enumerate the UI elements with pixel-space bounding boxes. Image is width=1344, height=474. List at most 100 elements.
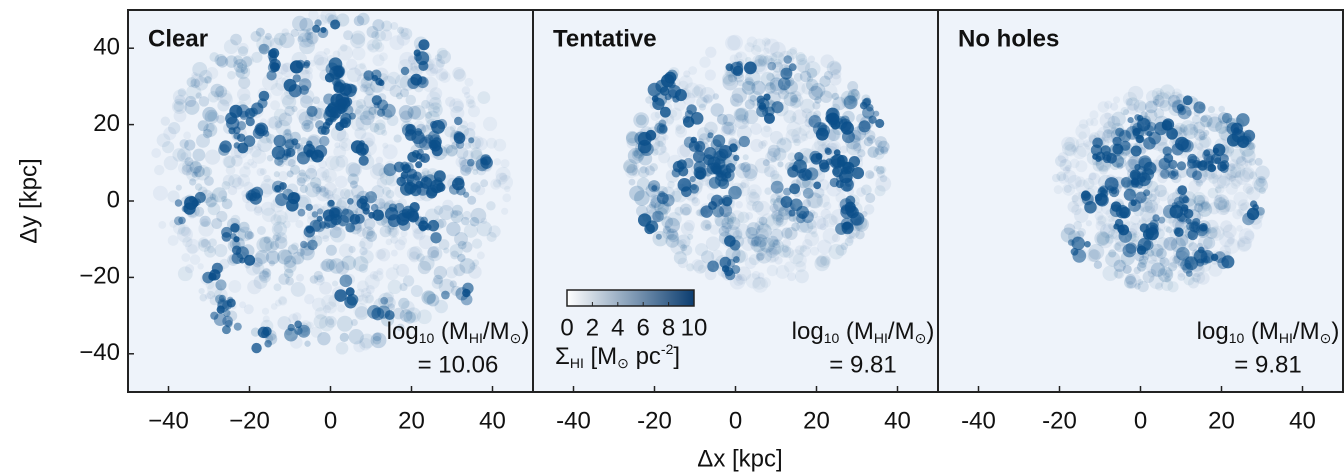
gas-cloud — [198, 96, 210, 107]
gas-cloud — [1218, 172, 1233, 186]
gas-cloud — [1073, 145, 1087, 160]
gas-cloud — [649, 163, 658, 172]
dense-cloud — [333, 112, 341, 119]
gas-cloud — [258, 43, 268, 54]
gas-cloud — [1159, 268, 1168, 276]
dense-cloud — [455, 287, 469, 301]
gas-cloud — [722, 113, 736, 127]
dense-cloud — [858, 120, 871, 133]
gas-cloud — [823, 201, 832, 210]
gas-cloud — [1149, 248, 1163, 262]
gas-cloud — [734, 51, 748, 65]
gas-cloud — [262, 35, 275, 48]
dense-cloud — [297, 324, 311, 338]
dense-cloud — [1203, 149, 1211, 157]
dense-cloud — [682, 115, 690, 123]
dense-cloud — [839, 159, 847, 167]
gas-cloud — [1240, 203, 1248, 211]
dense-cloud — [783, 187, 792, 196]
gas-cloud — [340, 44, 348, 52]
gas-cloud — [434, 54, 443, 62]
gas-cloud — [1061, 136, 1076, 151]
gas-cloud — [275, 232, 288, 244]
gas-cloud — [428, 102, 443, 118]
gas-cloud — [472, 259, 480, 267]
dense-cloud — [290, 192, 301, 202]
gas-cloud — [493, 158, 501, 166]
gas-cloud — [790, 80, 806, 97]
annotation-part: 10 — [824, 330, 840, 346]
gas-cloud — [1152, 197, 1161, 205]
gas-cloud — [237, 42, 249, 55]
dense-cloud — [815, 127, 829, 141]
gas-cloud — [151, 148, 162, 158]
dense-cloud — [736, 60, 743, 68]
gas-cloud — [793, 138, 801, 147]
annotation-part: (M — [839, 318, 874, 345]
gas-cloud — [371, 31, 380, 40]
gas-cloud — [297, 32, 314, 48]
dense-cloud — [320, 26, 327, 34]
gas-cloud — [784, 226, 798, 240]
gas-cloud — [1253, 178, 1269, 193]
gas-cloud — [806, 67, 818, 79]
dense-cloud — [264, 339, 272, 348]
gas-cloud — [850, 88, 860, 97]
dense-cloud — [245, 117, 255, 127]
gas-cloud — [257, 136, 273, 153]
dense-cloud — [481, 158, 488, 165]
gas-cloud — [428, 57, 444, 74]
gas-cloud — [1143, 201, 1156, 214]
gas-cloud — [1113, 259, 1126, 272]
gas-cloud — [679, 239, 687, 247]
gas-cloud — [831, 233, 841, 243]
gas-cloud — [1120, 106, 1129, 116]
gas-cloud — [1150, 262, 1166, 277]
dense-cloud — [1230, 122, 1243, 135]
gas-cloud — [463, 91, 471, 99]
dense-cloud — [647, 82, 662, 97]
colorbar-tick-label: 2 — [586, 314, 599, 341]
dense-cloud — [327, 115, 335, 123]
gas-cloud — [727, 216, 741, 231]
dense-cloud — [383, 163, 397, 177]
dense-cloud — [243, 135, 256, 147]
gas-cloud — [850, 137, 866, 154]
gas-cloud — [748, 254, 760, 266]
gas-cloud — [359, 247, 368, 256]
gas-cloud — [623, 161, 636, 174]
dense-cloud — [405, 174, 415, 183]
dense-cloud — [300, 240, 308, 249]
gas-cloud — [1193, 194, 1205, 207]
dense-cloud — [367, 305, 382, 319]
gas-cloud — [445, 145, 458, 157]
gas-cloud — [388, 227, 398, 237]
gas-cloud — [209, 52, 220, 62]
gas-cloud — [339, 332, 349, 342]
gas-cloud — [767, 144, 781, 158]
dense-cloud — [436, 118, 448, 130]
dense-cloud — [284, 327, 298, 342]
gas-cloud — [770, 228, 784, 242]
dense-cloud — [714, 173, 729, 187]
dense-cloud — [712, 205, 725, 218]
gas-cloud — [399, 88, 410, 98]
gas-cloud — [1145, 90, 1160, 104]
gas-cloud — [1155, 90, 1163, 97]
gas-cloud — [791, 222, 801, 232]
gas-cloud — [304, 181, 321, 198]
gas-cloud — [198, 221, 214, 237]
dense-cloud — [388, 203, 398, 212]
gas-cloud — [632, 150, 639, 157]
dense-cloud — [1071, 236, 1085, 251]
gas-cloud — [335, 175, 348, 189]
gas-cloud — [163, 155, 179, 171]
x-axis-label: Δx [kpc] — [697, 445, 782, 472]
gas-cloud — [660, 145, 668, 153]
gas-cloud — [1233, 191, 1248, 206]
gas-cloud — [1058, 173, 1069, 184]
gas-cloud — [1220, 220, 1233, 233]
gas-cloud — [366, 39, 380, 53]
gas-cloud — [434, 299, 448, 314]
gas-cloud — [259, 270, 269, 280]
